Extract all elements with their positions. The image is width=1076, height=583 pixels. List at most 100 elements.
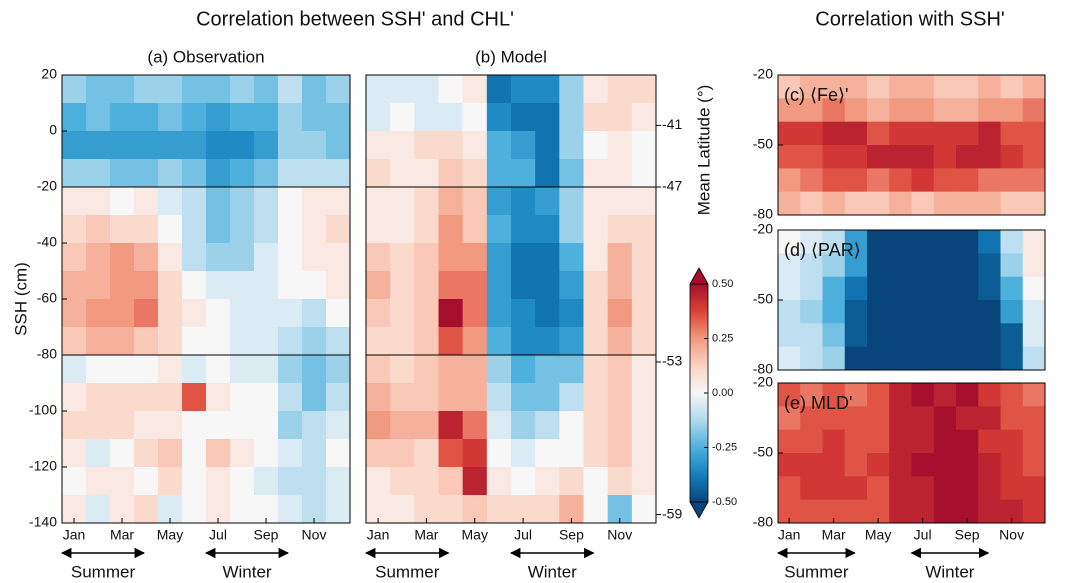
heat-cell: [511, 131, 536, 160]
heat-cell: [486, 103, 512, 132]
heat-cell: [182, 103, 207, 132]
heat-cell: [62, 159, 87, 188]
heat-cell: [559, 355, 584, 384]
heat-cell: [559, 327, 584, 356]
heat-cell: [438, 383, 464, 412]
heat-cell: [278, 299, 303, 328]
heat-cell: [390, 383, 415, 412]
heat-cell: [134, 103, 159, 132]
heat-cell: [230, 187, 255, 216]
heat-cell: [559, 131, 584, 160]
heat-cell: [800, 98, 823, 123]
heat-cell: [631, 187, 657, 216]
heat-cell: [1022, 191, 1046, 216]
heat-cell: [535, 327, 560, 356]
x-tick-label: Sep: [254, 527, 279, 543]
season-label: Summer: [71, 562, 136, 581]
heat-cell: [535, 187, 560, 216]
heat-cell: [583, 383, 609, 412]
heat-cell: [86, 159, 111, 188]
heat-cell: [366, 131, 391, 160]
heat-cell: [559, 411, 584, 440]
heat-cell: [911, 276, 935, 301]
heat-cell: [230, 355, 255, 384]
heat-cell: [559, 467, 584, 496]
heat-cell: [302, 131, 327, 160]
heat-cell: [86, 75, 111, 104]
heat-cell: [390, 215, 415, 244]
heat-cell: [182, 355, 207, 384]
heat-cell: [62, 355, 87, 384]
heat-cell: [956, 75, 979, 99]
heat-cell: [254, 159, 279, 188]
heat-cell: [511, 187, 536, 216]
heat-cell: [134, 243, 159, 272]
heat-cell: [86, 299, 111, 328]
heat-cell: [778, 253, 801, 278]
heat-cell: [302, 411, 327, 440]
heat-cell: [182, 159, 207, 188]
heat-cell: [62, 327, 87, 356]
heat-cell: [62, 103, 87, 132]
x-tick-label: Jul: [209, 527, 227, 543]
heat-cell: [607, 131, 633, 160]
heat-cell: [486, 439, 512, 468]
heat-cell: [583, 411, 609, 440]
heat-cell: [254, 215, 279, 244]
heat-cell: [800, 276, 823, 301]
heat-cell: [956, 145, 979, 169]
y-tick-label: 0: [49, 122, 57, 138]
heat-cell: [110, 355, 135, 384]
heat-cell: [462, 299, 488, 328]
heat-cell: [390, 131, 415, 160]
heat-cell: [206, 187, 231, 216]
heat-cell: [486, 411, 512, 440]
heat-cell: [800, 499, 823, 524]
heat-cell: [326, 103, 351, 132]
heat-cell: [182, 215, 207, 244]
heat-cell: [486, 383, 512, 412]
heat-cell: [607, 299, 633, 328]
heat-cell: [486, 495, 512, 524]
heat-cell: [302, 159, 327, 188]
x-tick-label: Sep: [559, 527, 584, 543]
heat-cell: [1022, 75, 1046, 99]
heat-cell: [631, 75, 657, 104]
heat-cell: [822, 406, 846, 431]
heat-cell: [254, 243, 279, 272]
heat-cell: [559, 439, 584, 468]
heat-cell: [302, 75, 327, 104]
heat-cell: [414, 159, 439, 188]
heat-cell: [486, 355, 512, 384]
heat-cell: [607, 355, 633, 384]
heat-cell: [822, 191, 846, 216]
heat-cell: [486, 467, 512, 496]
heat-cell: [366, 383, 391, 412]
heat-cell: [414, 75, 439, 104]
heat-cell: [366, 327, 391, 356]
heat-cell: [956, 346, 979, 371]
y-tick-label: -120: [29, 458, 57, 474]
x-tick-label: May: [865, 527, 891, 543]
heat-cell: [302, 383, 327, 412]
heat-cell: [844, 383, 868, 407]
heat-cell: [206, 103, 231, 132]
heat-cell: [158, 411, 183, 440]
heat-cell: [134, 299, 159, 328]
heat-cell: [158, 159, 183, 188]
heat-cell: [182, 495, 207, 524]
heat-cell: [158, 187, 183, 216]
heat-cell: [867, 406, 890, 431]
heat-cell: [158, 103, 183, 132]
heat-cell: [230, 495, 255, 524]
heat-cell: [158, 131, 183, 160]
heat-cell: [438, 215, 464, 244]
heat-cell: [62, 187, 87, 216]
heat-cell: [778, 145, 801, 169]
heat-cell: [583, 327, 609, 356]
heat-cell: [535, 355, 560, 384]
heat-cell: [933, 276, 957, 301]
heat-cell: [414, 355, 439, 384]
heat-cell: [278, 495, 303, 524]
heat-cell: [158, 299, 183, 328]
